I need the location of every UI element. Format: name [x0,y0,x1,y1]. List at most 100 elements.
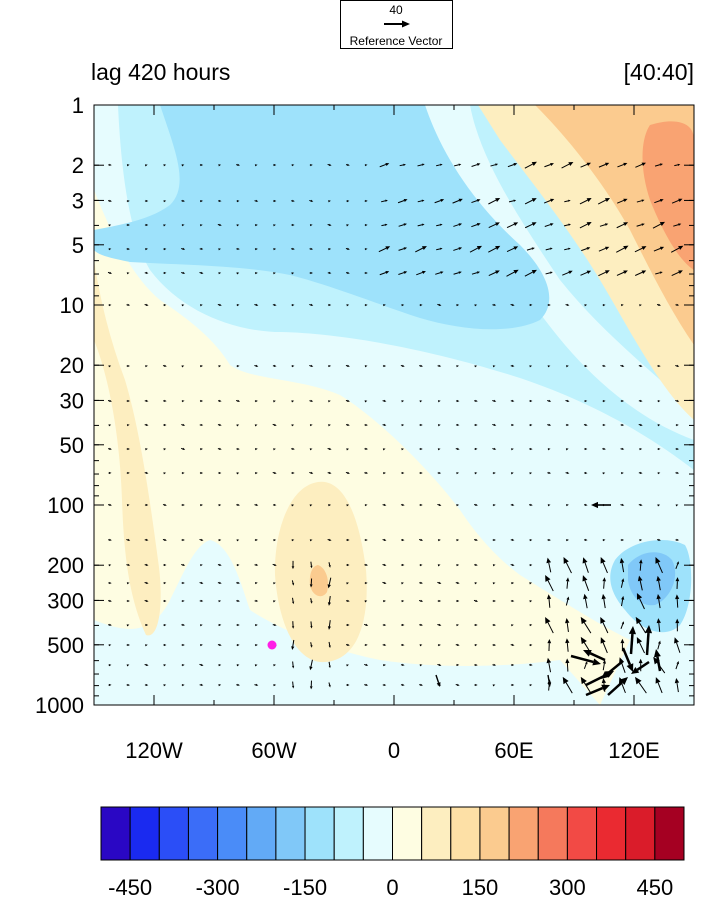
vector-arrow [144,399,149,403]
vector-arrow [419,400,423,403]
field-contour-blue-lower-right-core [628,552,676,606]
vector-arrow [254,582,258,585]
vector-arrow [291,560,295,570]
vector-arrow [254,247,258,251]
vector-arrow [181,423,186,426]
vector-arrow [345,643,350,646]
vector-arrow [273,600,276,603]
vector-arrow [565,471,570,474]
vector-arrow [236,683,240,687]
vector-arrow [291,400,295,403]
vector-arrow [217,303,222,306]
vector-arrow [181,472,185,475]
vector-arrow [126,247,130,251]
vector-arrow [272,623,277,626]
colorbar-box [508,806,539,861]
vector-arrow [310,621,313,629]
vector-arrow [345,399,350,402]
vector-arrow [565,596,570,606]
vector-arrow [545,574,554,592]
vector-arrow [657,400,661,403]
vector-arrow [620,595,625,607]
vector-arrow [364,581,368,585]
vector-arrow [200,447,203,451]
vector-arrow [419,364,423,367]
vector-arrow [455,447,460,450]
vector-arrow [254,424,258,427]
vector-arrow [345,423,350,426]
vector-arrow [636,636,646,654]
vector-arrow [398,271,408,275]
vector-arrow [345,471,350,474]
vector-arrow [654,163,663,167]
vector-arrow [400,503,405,507]
vector-arrow [379,162,390,168]
colorbar-tick-label: -450 [108,875,152,898]
vector-arrow [273,664,276,667]
vector-arrow [474,582,478,585]
vector-arrow [236,224,240,227]
vector-arrow [639,447,643,451]
vector-arrow [144,563,149,566]
vector-arrow [291,223,295,227]
vector-arrow [506,222,519,229]
x-tick-label: 120E [608,738,659,763]
vector-arrow [108,623,112,627]
y-tick-label: 100 [47,493,84,518]
vector-arrow [591,501,611,509]
vector-arrow [529,423,533,427]
vector-arrow [582,575,590,591]
vector-arrow [602,577,607,589]
vector-arrow [381,199,388,203]
vector-arrow [456,365,459,368]
vector-arrow [510,503,515,507]
vector-arrow [181,623,185,627]
vector-arrow [675,561,679,569]
vector-arrow [126,582,130,585]
vector-arrow [585,684,610,697]
vector-arrow [291,504,295,507]
vector-arrow [474,423,478,427]
vector-arrow [400,683,405,687]
vector-arrow [600,616,609,634]
vector-arrow [635,616,647,634]
vector-arrow [145,644,148,647]
vector-arrow [653,246,665,252]
vector-arrow [273,400,276,403]
vector-arrow [529,600,533,603]
vector-arrow [346,582,349,585]
colorbar-box [392,806,423,861]
vector-arrow [456,504,460,507]
vector-arrow [327,223,332,226]
vector-arrow [144,599,149,602]
vector-arrow [200,503,203,507]
vector-arrow [327,538,332,541]
vector-arrow [473,503,478,506]
vector-arrow [108,664,112,667]
vector-arrow [529,684,533,687]
vector-arrow [529,303,533,307]
vector-arrow [492,365,496,368]
vector-arrow [346,563,350,567]
vector-arrow [108,447,112,450]
vector-arrow [126,164,130,167]
vector-arrow [545,616,554,634]
vector-arrow [328,641,331,649]
vector-arrow [674,637,681,653]
vector-arrow [381,223,388,227]
vector-arrow [200,564,203,567]
vector-arrow [126,399,130,403]
vector-arrow [563,223,571,227]
vector-arrow [638,471,643,475]
vector-arrow [236,539,240,542]
vector-arrow [273,582,276,585]
vector-arrow [310,642,313,648]
vector-arrow [327,471,332,474]
vector-arrow [163,599,167,603]
vector-arrow [236,163,240,166]
vector-arrow [108,538,112,542]
vector-arrow [543,198,555,204]
y-tick-label: 300 [47,588,84,613]
vector-arrow [401,304,405,307]
x-tick-label: 60W [251,738,296,763]
